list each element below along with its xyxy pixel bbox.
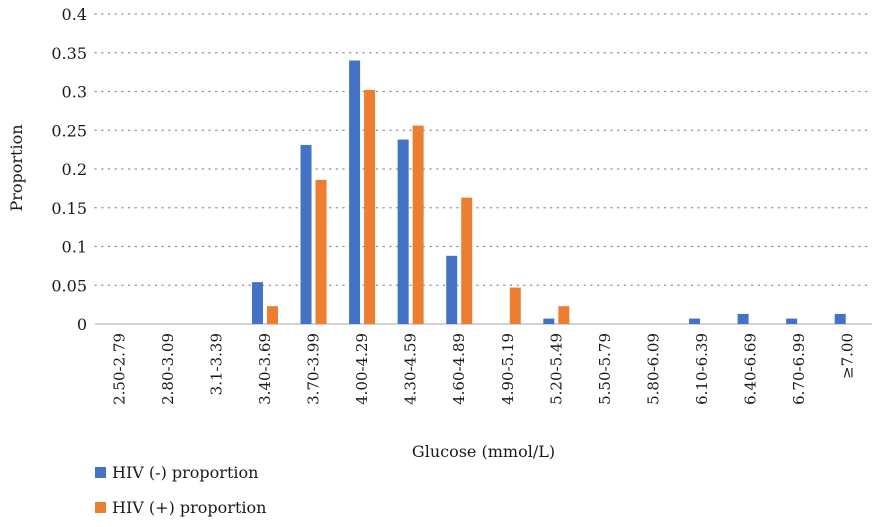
legend-label-hiv-positive: HIV (+) proportion — [112, 498, 267, 517]
x-tick-label: 3.40-3.69 — [256, 333, 274, 405]
bar — [461, 197, 473, 324]
y-axis-label: Proportion — [7, 124, 26, 211]
x-tick-label: 4.00-4.29 — [353, 333, 371, 405]
y-tick-label: 0.2 — [62, 160, 87, 179]
x-tick-label: 2.80-3.09 — [159, 333, 177, 405]
x-tick-label: 6.70-6.99 — [790, 333, 808, 405]
x-tick-label: 5.50-5.79 — [596, 333, 614, 405]
bar — [412, 125, 424, 324]
legend-label-hiv-negative: HIV (-) proportion — [112, 463, 259, 482]
x-tick-label: 6.40-6.69 — [742, 333, 760, 405]
y-tick-label: 0.05 — [51, 276, 87, 295]
bar — [834, 313, 846, 324]
x-tick-label: 4.60-4.89 — [450, 333, 468, 405]
legend-item-hiv-negative: HIV (-) proportion — [95, 463, 258, 482]
y-tick-label: 0.1 — [62, 238, 87, 257]
bar — [266, 306, 278, 324]
bar — [251, 282, 263, 324]
bar-chart: 00.050.10.150.20.250.30.350.4 2.50-2.79 2… — [7, 5, 873, 461]
bar — [737, 313, 749, 324]
y-axis-ticks: 0 0.05 0.1 0.15 0.2 0.25 0.3 0.35 0.4 — [51, 5, 87, 334]
x-tick-label: 5.20-5.49 — [547, 333, 565, 405]
bar — [689, 318, 701, 324]
x-tick-label: 4.30-4.59 — [402, 333, 420, 405]
legend-item-hiv-positive: HIV (+) proportion — [95, 498, 266, 517]
y-tick-label: 0.25 — [51, 121, 87, 140]
bar — [349, 60, 361, 324]
x-axis-ticks: 2.50-2.79 2.80-3.09 3.1-3.39 3.40-3.69 3.70-… — [110, 333, 856, 405]
x-tick-label: 3.1-3.39 — [207, 333, 225, 395]
bar — [397, 139, 409, 324]
bars — [251, 60, 846, 324]
legend-swatch-hiv-positive — [95, 502, 106, 513]
bar — [446, 255, 458, 324]
x-tick-label: 4.90-5.19 — [499, 333, 517, 405]
y-tick-label: 0 — [77, 315, 87, 334]
y-tick-label: 0.4 — [62, 5, 87, 24]
legend-swatch-hiv-negative — [95, 467, 106, 478]
x-axis-label: Glucose (mmol/L) — [412, 442, 555, 461]
x-tick-label: ≥7.00 — [839, 333, 857, 379]
x-tick-label: 6.10-6.39 — [693, 333, 711, 405]
y-tick-label: 0.35 — [51, 44, 87, 63]
x-tick-label: 2.50-2.79 — [110, 333, 128, 405]
bar — [315, 179, 327, 324]
gridlines — [94, 13, 873, 286]
bar — [786, 318, 798, 324]
bar — [509, 287, 521, 324]
bar — [543, 318, 555, 324]
bar — [364, 89, 376, 324]
bar — [300, 144, 312, 324]
bar — [558, 306, 570, 324]
x-tick-label: 5.80-6.09 — [644, 333, 662, 405]
y-tick-label: 0.3 — [62, 83, 87, 102]
y-tick-label: 0.15 — [51, 199, 87, 218]
x-tick-label: 3.70-3.99 — [305, 333, 323, 405]
